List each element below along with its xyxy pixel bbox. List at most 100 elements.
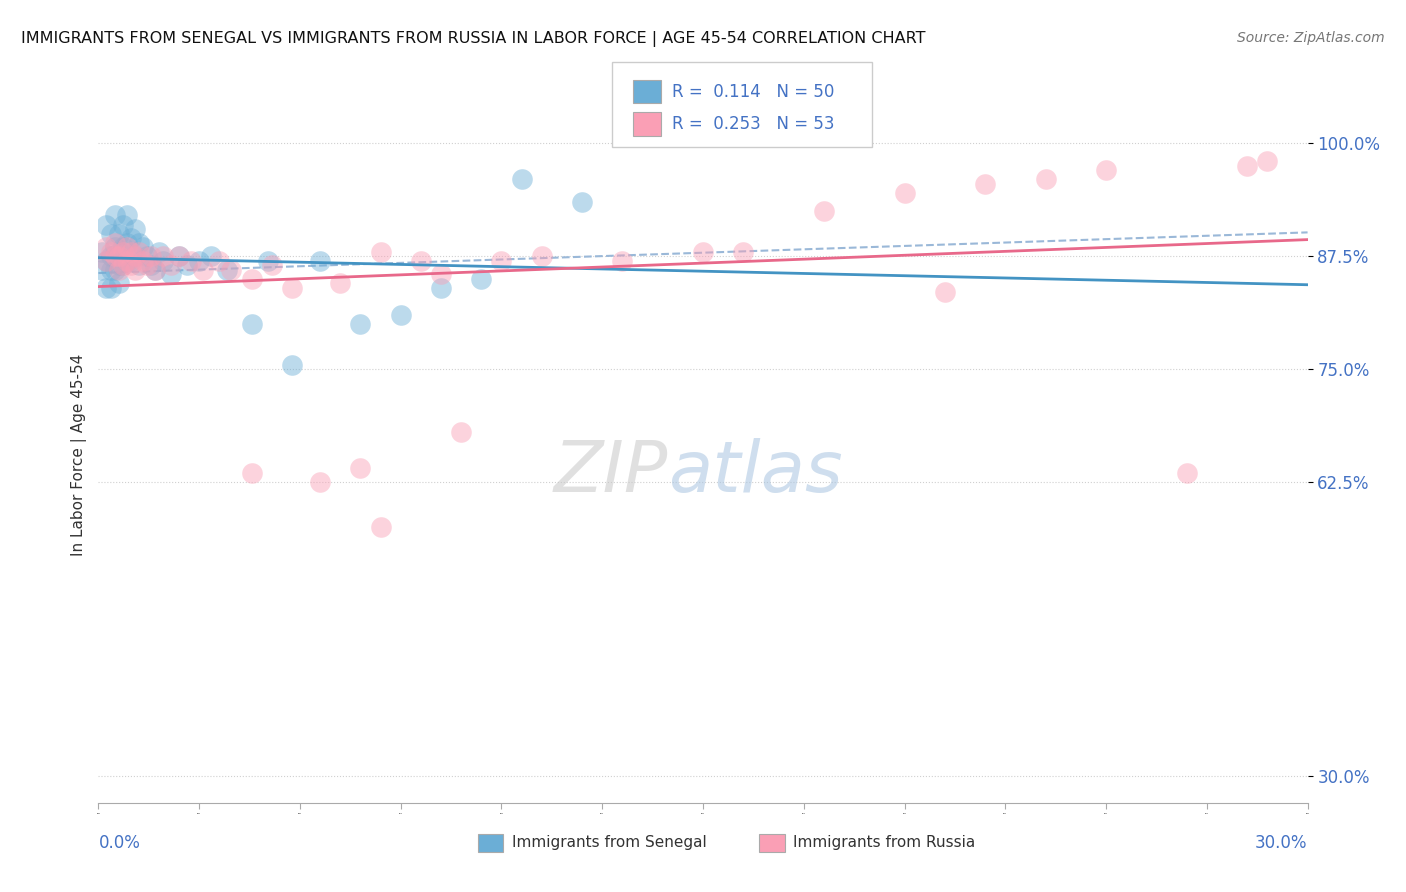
Text: Immigrants from Russia: Immigrants from Russia bbox=[793, 836, 976, 850]
Point bbox=[934, 285, 956, 300]
Text: 30.0%: 30.0% bbox=[1256, 834, 1308, 852]
Point bbox=[370, 520, 392, 534]
Point bbox=[530, 249, 553, 263]
Point bbox=[152, 249, 174, 263]
Point bbox=[152, 253, 174, 268]
Point bbox=[430, 267, 453, 281]
Point bbox=[96, 240, 118, 254]
Point bbox=[217, 262, 239, 277]
Point bbox=[1035, 172, 1057, 186]
Point bbox=[1175, 466, 1198, 480]
Point bbox=[120, 258, 142, 272]
Point bbox=[132, 253, 155, 268]
Point bbox=[612, 253, 634, 268]
Point bbox=[120, 231, 142, 245]
Point bbox=[370, 244, 392, 259]
Text: 0.0%: 0.0% bbox=[98, 834, 141, 852]
Point bbox=[115, 240, 138, 254]
Point bbox=[893, 186, 915, 200]
Point bbox=[128, 235, 150, 250]
Point bbox=[124, 222, 146, 236]
Point bbox=[1256, 154, 1278, 169]
Point bbox=[143, 262, 166, 277]
Point bbox=[180, 253, 202, 268]
Text: atlas: atlas bbox=[668, 438, 842, 508]
Point bbox=[188, 253, 211, 268]
Point bbox=[107, 258, 129, 272]
Point bbox=[240, 317, 263, 331]
Text: IMMIGRANTS FROM SENEGAL VS IMMIGRANTS FROM RUSSIA IN LABOR FORCE | AGE 45-54 COR: IMMIGRANTS FROM SENEGAL VS IMMIGRANTS FR… bbox=[21, 31, 925, 47]
Point bbox=[450, 425, 472, 440]
Point bbox=[256, 253, 278, 268]
Point bbox=[430, 281, 453, 295]
Point bbox=[96, 281, 118, 295]
Point bbox=[491, 253, 513, 268]
Point bbox=[103, 249, 125, 263]
Text: R =  0.253   N = 53: R = 0.253 N = 53 bbox=[672, 115, 835, 133]
Point bbox=[470, 271, 492, 285]
Point bbox=[135, 249, 157, 263]
Point bbox=[148, 244, 170, 259]
Point bbox=[240, 271, 263, 285]
Point bbox=[120, 253, 142, 268]
Point bbox=[329, 277, 352, 291]
Point bbox=[91, 262, 114, 277]
Point bbox=[389, 308, 412, 322]
Point bbox=[1095, 163, 1118, 178]
Point bbox=[409, 253, 432, 268]
Point bbox=[167, 249, 190, 263]
Point bbox=[208, 253, 231, 268]
Point bbox=[96, 253, 118, 268]
Point bbox=[111, 244, 134, 259]
Point bbox=[167, 249, 190, 263]
Point bbox=[103, 262, 125, 277]
Point bbox=[281, 281, 304, 295]
Point bbox=[115, 253, 138, 268]
Point bbox=[111, 218, 134, 232]
Point bbox=[124, 249, 146, 263]
Point bbox=[143, 262, 166, 277]
Point bbox=[176, 258, 198, 272]
Point bbox=[107, 244, 129, 259]
Point bbox=[100, 262, 122, 277]
Point bbox=[128, 244, 150, 259]
Point bbox=[571, 194, 593, 209]
Point bbox=[139, 249, 162, 263]
Point bbox=[111, 258, 134, 272]
Point bbox=[349, 317, 371, 331]
Point bbox=[1236, 159, 1258, 173]
Point bbox=[103, 240, 125, 254]
Point bbox=[124, 249, 146, 263]
Point bbox=[100, 227, 122, 241]
Point bbox=[260, 258, 283, 272]
Point bbox=[111, 240, 134, 254]
Point bbox=[120, 244, 142, 259]
Text: ZIP: ZIP bbox=[554, 438, 668, 508]
Point bbox=[115, 235, 138, 250]
Point bbox=[100, 249, 122, 263]
Text: Immigrants from Senegal: Immigrants from Senegal bbox=[512, 836, 707, 850]
Point bbox=[692, 244, 714, 259]
Point bbox=[160, 267, 183, 281]
Point bbox=[733, 244, 755, 259]
Point bbox=[309, 475, 332, 489]
Y-axis label: In Labor Force | Age 45-54: In Labor Force | Age 45-54 bbox=[72, 354, 87, 556]
Point bbox=[96, 253, 118, 268]
Point bbox=[200, 249, 222, 263]
Point bbox=[349, 461, 371, 475]
Point bbox=[139, 258, 162, 272]
Point bbox=[510, 172, 533, 186]
Point bbox=[240, 466, 263, 480]
Point bbox=[132, 240, 155, 254]
Point bbox=[974, 177, 997, 191]
Point bbox=[91, 244, 114, 259]
Point bbox=[135, 258, 157, 272]
Point bbox=[128, 258, 150, 272]
Point bbox=[103, 209, 125, 223]
Text: Source: ZipAtlas.com: Source: ZipAtlas.com bbox=[1237, 31, 1385, 45]
Point bbox=[100, 281, 122, 295]
Point bbox=[100, 244, 122, 259]
Point bbox=[193, 262, 215, 277]
Point bbox=[124, 262, 146, 277]
Point bbox=[115, 209, 138, 223]
